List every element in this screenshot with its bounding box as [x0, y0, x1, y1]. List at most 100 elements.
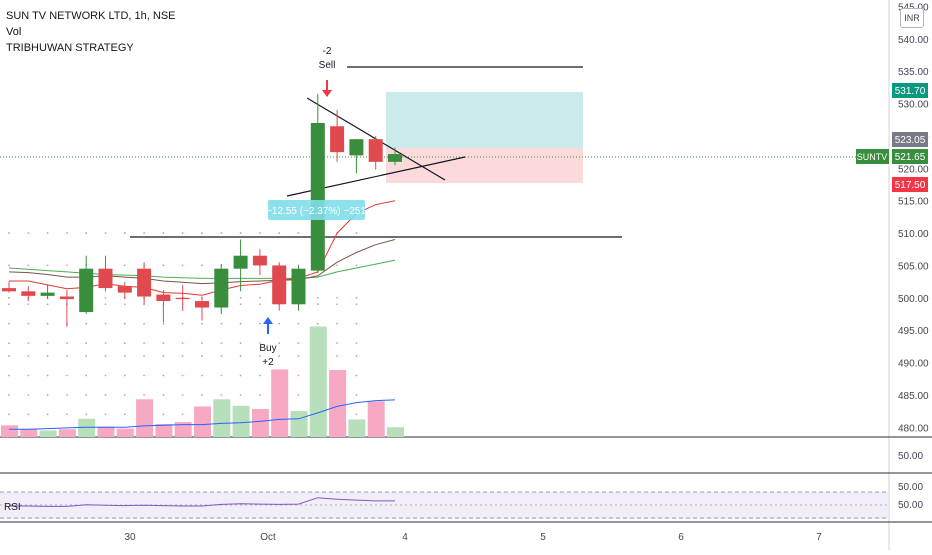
pivot-dot — [201, 355, 203, 357]
volume-bar — [116, 428, 134, 437]
stop-zone[interactable] — [386, 148, 583, 183]
pivot-dot — [355, 322, 358, 325]
candle — [388, 147, 402, 166]
candle — [214, 264, 229, 314]
candle — [330, 110, 345, 162]
pivot-dot — [259, 342, 261, 345]
volume-bar — [251, 409, 269, 437]
pivot-dot — [123, 322, 126, 325]
volume-indicator-label[interactable]: Vol — [6, 26, 22, 38]
pivot-dot — [85, 322, 88, 325]
strategy-label[interactable]: TRIBHUWAN STRATEGY — [6, 42, 134, 54]
pivot-dot — [123, 303, 126, 306]
pivot-dot — [143, 355, 146, 357]
candle — [272, 262, 287, 311]
pivot-dot — [278, 232, 281, 234]
measure-label-box[interactable] — [268, 200, 365, 220]
pivot-dot — [27, 394, 30, 396]
pivot-dot — [201, 394, 203, 396]
pivot-dot — [46, 394, 49, 396]
candle — [349, 139, 364, 174]
pivot-dot — [123, 232, 126, 234]
currency-button[interactable]: INR — [900, 8, 924, 28]
price-badge-last: 521.65 — [892, 149, 928, 164]
price-tick-label: 505.00 — [898, 261, 929, 272]
pivot-dot — [239, 355, 242, 357]
price-tick-label: 535.00 — [898, 67, 929, 78]
candle — [2, 281, 16, 293]
pivot-dot — [27, 342, 30, 345]
candle — [40, 284, 55, 300]
rsi-axis-label-2: 50.00 — [898, 500, 923, 511]
candles — [2, 93, 402, 327]
pivot-dot — [46, 342, 49, 345]
price-tick-label: 480.00 — [898, 423, 929, 434]
pivot-dot — [85, 232, 88, 234]
candle-body — [79, 268, 94, 313]
pivot-dot — [162, 322, 165, 325]
candle-body — [137, 268, 152, 297]
pivot-dot — [85, 413, 88, 416]
pivot-dot — [123, 342, 126, 345]
symbol-badge: SUNTV — [856, 149, 889, 164]
time-axis: 30 Oct 4 5 6 7 — [124, 532, 822, 543]
pivot-dot — [46, 355, 49, 357]
pivot-dot — [220, 394, 223, 396]
pivot-dot — [104, 303, 107, 306]
pivot-dot — [162, 413, 165, 416]
pivot-dot — [336, 355, 338, 357]
pivot-dot — [297, 232, 300, 234]
pivot-dot — [278, 342, 281, 345]
pivot-dot — [297, 374, 300, 377]
svg-text:517.50: 517.50 — [895, 180, 926, 191]
pivot-dot — [355, 296, 358, 299]
volume-bar — [329, 370, 347, 437]
candle-body — [214, 268, 229, 308]
pivot-dot — [27, 374, 30, 377]
pivot-dot — [143, 342, 146, 345]
candle — [79, 255, 94, 314]
pivot-dot — [336, 342, 338, 345]
pivot-dot — [143, 374, 146, 377]
candle-body — [40, 292, 55, 296]
pivot-dot — [220, 342, 223, 345]
pivot-dot — [104, 413, 107, 416]
candle — [310, 93, 325, 274]
pivot-dot — [8, 413, 10, 416]
pivot-dot — [181, 342, 184, 345]
candle — [59, 290, 74, 327]
pivot-dot — [123, 374, 126, 377]
pivot-dot — [8, 374, 10, 377]
sell-signal-qty: -2 — [323, 46, 332, 57]
pivot-dot — [46, 264, 49, 267]
pivot-dot — [27, 232, 30, 234]
sell-arrow-icon — [322, 80, 332, 97]
candle — [156, 290, 171, 323]
pivot-dot — [46, 232, 49, 234]
pivot-dot — [201, 232, 203, 234]
volume-bar — [213, 399, 231, 437]
price-tick-label: 540.00 — [898, 35, 929, 46]
pivot-dot — [297, 355, 300, 357]
symbol-title[interactable]: SUN TV NETWORK LTD, 1h, NSE — [6, 10, 176, 22]
price-axis-ticks: 545.00540.00535.00530.00525.00520.00515.… — [898, 2, 929, 434]
pivot-dot — [239, 342, 242, 345]
pivot-dot — [8, 342, 10, 345]
price-tick-label: 490.00 — [898, 359, 929, 370]
volume-bar — [194, 406, 211, 437]
pivot-dot — [181, 322, 184, 325]
target-zone[interactable] — [386, 92, 583, 148]
pivot-dot — [8, 296, 10, 299]
pivot-dot — [85, 374, 88, 377]
volume-bar — [58, 429, 76, 437]
pivot-dot — [162, 342, 165, 345]
pivot-dot — [239, 322, 242, 325]
pivot-dot — [201, 374, 203, 377]
price-tick-label: 510.00 — [898, 229, 929, 240]
volume-ma-line — [9, 399, 396, 430]
candle-body — [175, 297, 190, 300]
time-label-oct: Oct — [260, 532, 276, 543]
candle — [291, 265, 306, 311]
